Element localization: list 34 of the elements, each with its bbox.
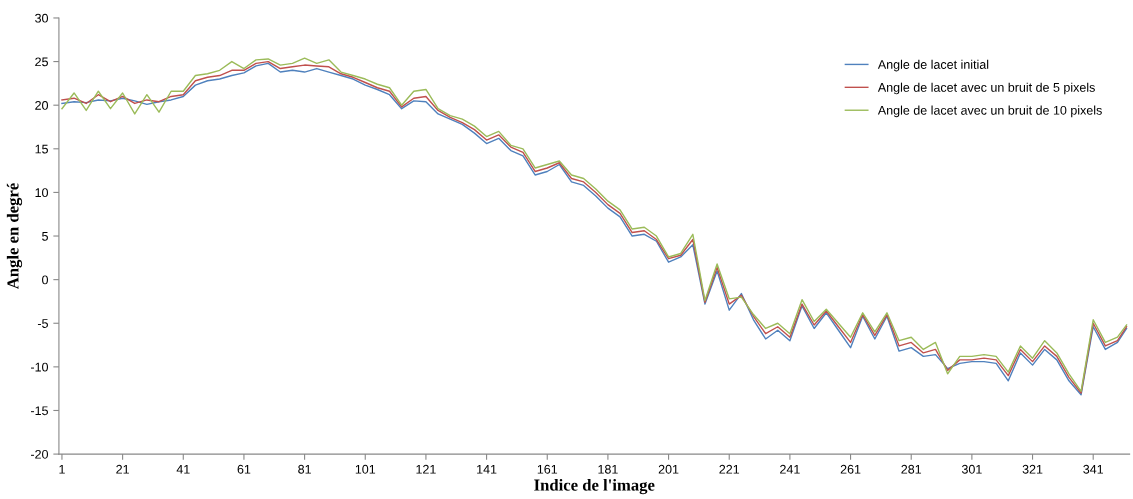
x-tick-label: 201 <box>658 464 679 474</box>
legend-label: Angle de lacet avec un bruit de 5 pixels <box>877 82 1095 95</box>
y-tick-label: -15 <box>30 406 48 416</box>
x-tick-label: 81 <box>298 464 311 474</box>
x-tick-label: 41 <box>176 464 190 474</box>
x-tick-label: 181 <box>598 464 618 474</box>
y-tick-label: 30 <box>35 13 49 23</box>
x-tick-label: 261 <box>840 464 861 474</box>
x-tick-label: 221 <box>719 464 740 474</box>
y-tick-label: -5 <box>37 319 48 328</box>
x-tick-label: 241 <box>780 464 800 474</box>
x-tick-label: 101 <box>355 464 376 474</box>
y-tick-label: -10 <box>30 362 49 372</box>
x-tick-label: 161 <box>537 464 558 474</box>
y-tick-label: 15 <box>35 144 48 154</box>
x-tick-label: 341 <box>1083 464 1104 474</box>
y-tick-label: 0 <box>42 275 49 285</box>
y-tick-label: 10 <box>35 188 49 198</box>
x-tick-label: 21 <box>116 464 129 474</box>
x-tick-label: 61 <box>237 464 251 474</box>
y-tick-label: 25 <box>35 57 48 67</box>
legend-label: Angle de lacet initial <box>877 59 989 72</box>
y-tick-label: 20 <box>35 100 49 110</box>
x-tick-label: 281 <box>901 464 922 474</box>
x-tick-label: 1 <box>59 464 65 474</box>
y-axis-title: Angle en degré <box>6 183 23 290</box>
x-tick-label: 141 <box>477 464 497 474</box>
y-tick-label: -20 <box>30 449 49 459</box>
y-tick-label: 5 <box>42 231 48 241</box>
legend-label: Angle de lacet avec un bruit de 10 pixels <box>877 105 1102 118</box>
x-axis-title: Indice de l'image <box>534 478 655 495</box>
x-tick-label: 121 <box>416 464 436 474</box>
x-tick-label: 301 <box>961 464 982 474</box>
x-tick-label: 321 <box>1022 464 1043 474</box>
